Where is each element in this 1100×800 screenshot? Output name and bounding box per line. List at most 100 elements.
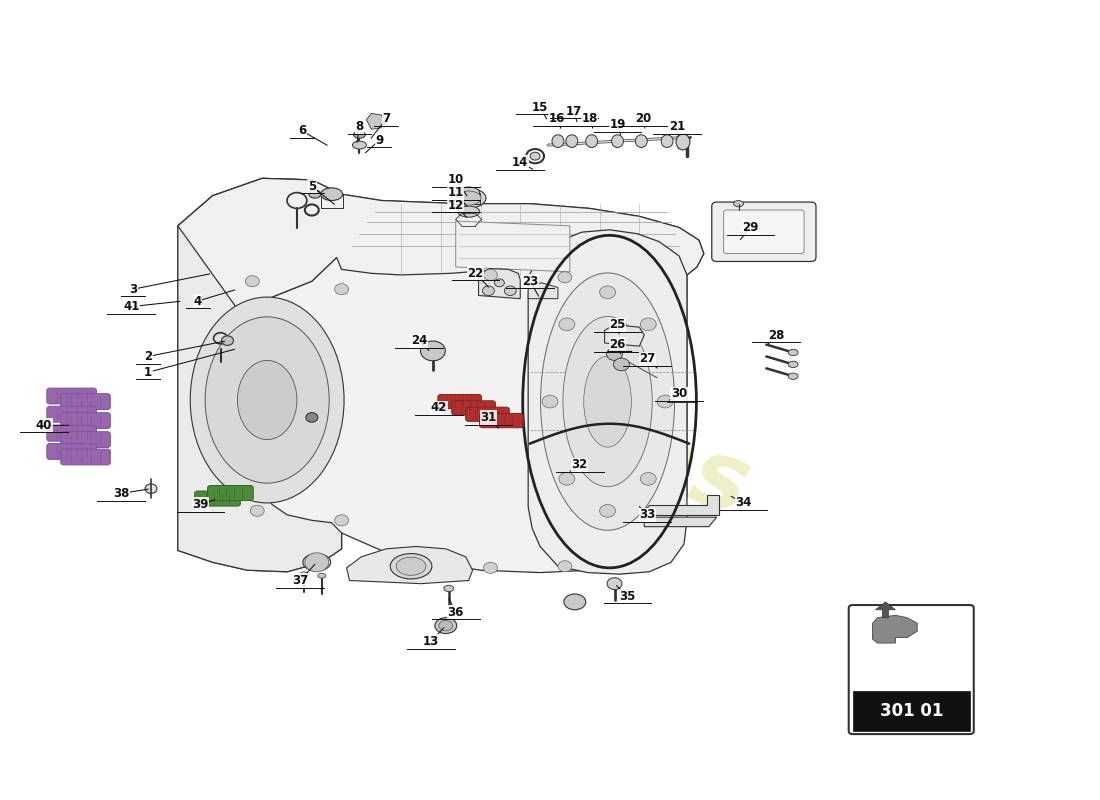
FancyBboxPatch shape bbox=[60, 394, 110, 410]
Text: 32: 32 bbox=[572, 458, 587, 471]
Text: 9: 9 bbox=[375, 134, 384, 147]
Ellipse shape bbox=[552, 134, 564, 147]
Ellipse shape bbox=[145, 484, 157, 494]
Text: 38: 38 bbox=[113, 487, 130, 500]
Ellipse shape bbox=[321, 188, 342, 201]
Ellipse shape bbox=[734, 201, 744, 207]
Ellipse shape bbox=[584, 356, 631, 447]
Text: 35: 35 bbox=[619, 590, 636, 603]
Ellipse shape bbox=[456, 191, 481, 206]
Ellipse shape bbox=[565, 134, 578, 147]
FancyBboxPatch shape bbox=[60, 413, 110, 429]
Circle shape bbox=[600, 286, 616, 298]
Text: 10: 10 bbox=[448, 174, 464, 186]
FancyBboxPatch shape bbox=[47, 426, 97, 441]
Text: 41: 41 bbox=[123, 300, 140, 313]
Text: 19: 19 bbox=[609, 118, 626, 131]
Ellipse shape bbox=[390, 554, 432, 579]
Text: eurospares: eurospares bbox=[164, 264, 761, 536]
Text: 42: 42 bbox=[431, 402, 447, 414]
Ellipse shape bbox=[530, 152, 540, 160]
Ellipse shape bbox=[458, 206, 480, 217]
Ellipse shape bbox=[607, 578, 621, 590]
FancyBboxPatch shape bbox=[480, 414, 524, 428]
Circle shape bbox=[559, 318, 575, 330]
Text: 31: 31 bbox=[481, 411, 496, 424]
Circle shape bbox=[334, 284, 349, 294]
Polygon shape bbox=[605, 325, 645, 346]
Text: 20: 20 bbox=[635, 113, 651, 126]
Text: 33: 33 bbox=[639, 508, 656, 522]
Polygon shape bbox=[366, 114, 386, 130]
Text: 23: 23 bbox=[522, 274, 538, 288]
Ellipse shape bbox=[676, 134, 690, 150]
Circle shape bbox=[504, 286, 516, 295]
Text: 17: 17 bbox=[565, 105, 582, 118]
Ellipse shape bbox=[318, 574, 326, 578]
Text: a part of CMS 1985: a part of CMS 1985 bbox=[250, 402, 631, 555]
Circle shape bbox=[251, 506, 264, 516]
Text: 30: 30 bbox=[671, 387, 688, 400]
FancyBboxPatch shape bbox=[47, 388, 97, 404]
Text: 16: 16 bbox=[549, 113, 565, 126]
Ellipse shape bbox=[789, 350, 799, 356]
Text: 36: 36 bbox=[448, 606, 464, 618]
Text: 22: 22 bbox=[468, 267, 484, 280]
Bar bbox=[852, 691, 970, 731]
Polygon shape bbox=[528, 230, 688, 574]
Text: 15: 15 bbox=[532, 101, 548, 114]
Ellipse shape bbox=[353, 131, 365, 138]
Ellipse shape bbox=[585, 134, 597, 147]
Text: 27: 27 bbox=[639, 352, 656, 366]
FancyBboxPatch shape bbox=[712, 202, 816, 262]
Text: 4: 4 bbox=[194, 294, 201, 307]
Text: 39: 39 bbox=[192, 498, 209, 511]
Circle shape bbox=[657, 395, 673, 408]
Circle shape bbox=[640, 318, 657, 330]
Circle shape bbox=[640, 473, 657, 485]
FancyBboxPatch shape bbox=[724, 210, 804, 254]
Circle shape bbox=[559, 473, 575, 485]
Circle shape bbox=[484, 270, 497, 281]
Text: 25: 25 bbox=[609, 318, 626, 331]
Polygon shape bbox=[178, 178, 704, 337]
Circle shape bbox=[558, 561, 572, 572]
Text: 301 01: 301 01 bbox=[880, 702, 943, 720]
Ellipse shape bbox=[443, 586, 453, 591]
Ellipse shape bbox=[439, 621, 453, 630]
Ellipse shape bbox=[190, 297, 344, 503]
FancyBboxPatch shape bbox=[60, 449, 110, 465]
Ellipse shape bbox=[238, 361, 297, 439]
FancyBboxPatch shape bbox=[849, 605, 974, 734]
Text: 24: 24 bbox=[410, 334, 427, 347]
Text: 37: 37 bbox=[292, 574, 308, 587]
Text: 40: 40 bbox=[35, 419, 52, 432]
FancyBboxPatch shape bbox=[60, 432, 110, 447]
FancyBboxPatch shape bbox=[47, 443, 97, 459]
Text: 14: 14 bbox=[512, 156, 528, 169]
Text: 26: 26 bbox=[609, 338, 626, 351]
FancyBboxPatch shape bbox=[465, 407, 509, 422]
Text: 11: 11 bbox=[448, 186, 464, 199]
Ellipse shape bbox=[612, 134, 624, 147]
Text: 5: 5 bbox=[308, 180, 316, 193]
Ellipse shape bbox=[789, 373, 799, 379]
Text: 1: 1 bbox=[144, 366, 152, 378]
FancyBboxPatch shape bbox=[47, 406, 97, 422]
Polygon shape bbox=[645, 517, 717, 526]
Polygon shape bbox=[528, 283, 558, 298]
Polygon shape bbox=[876, 602, 895, 618]
FancyBboxPatch shape bbox=[195, 491, 241, 506]
Circle shape bbox=[600, 505, 616, 517]
Text: 2: 2 bbox=[144, 350, 152, 363]
Text: 12: 12 bbox=[448, 198, 464, 212]
Ellipse shape bbox=[661, 134, 673, 147]
Text: 3: 3 bbox=[129, 282, 138, 296]
Circle shape bbox=[494, 279, 504, 286]
Polygon shape bbox=[178, 178, 342, 572]
Text: 28: 28 bbox=[768, 329, 784, 342]
Ellipse shape bbox=[451, 188, 486, 208]
Ellipse shape bbox=[458, 187, 480, 198]
Ellipse shape bbox=[563, 317, 652, 486]
Text: 13: 13 bbox=[422, 635, 439, 648]
